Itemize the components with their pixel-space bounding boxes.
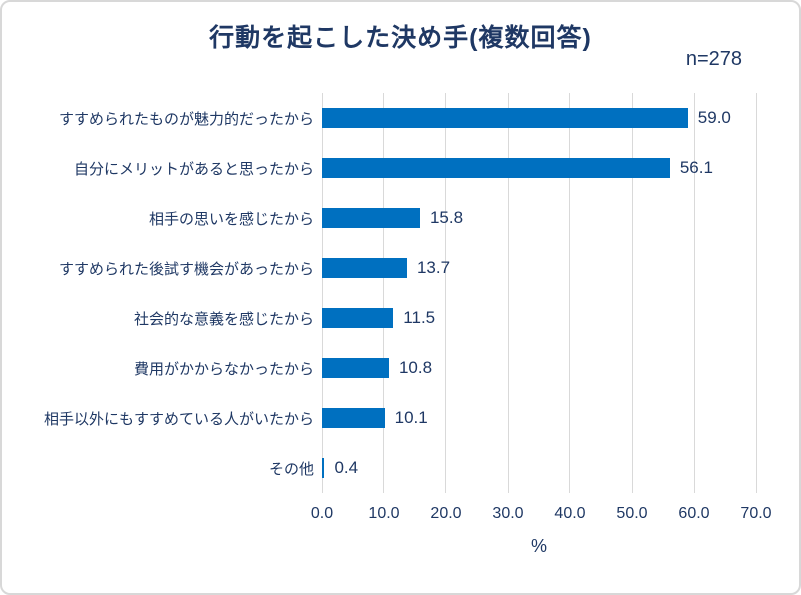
bar-rows: すすめられたものが魅力的だったから 59.0 自分にメリットがあると思ったから 56.… (2, 93, 799, 493)
x-tick-label: 40.0 (554, 505, 586, 522)
gridline (755, 93, 757, 493)
bar-track: 10.1 (322, 393, 756, 443)
category-label: その他 (268, 460, 314, 478)
x-tick-label: 10.0 (368, 505, 400, 522)
bar (322, 108, 688, 128)
bar-track: 15.8 (322, 193, 756, 243)
category-label: 相手の思いを感じたから (148, 210, 314, 228)
x-axis-unit-label: % (530, 536, 547, 556)
x-tick-label: 0.0 (310, 505, 334, 522)
value-label: 0.4 (334, 458, 359, 477)
x-tick-label: 20.0 (430, 505, 462, 522)
bar-row: 自分にメリットがあると思ったから 56.1 (2, 143, 799, 193)
bar-track: 56.1 (322, 143, 756, 193)
category-label: 社会的な意義を感じたから (133, 310, 314, 328)
bar (322, 208, 420, 228)
gridline (445, 93, 447, 493)
bar (322, 308, 394, 328)
gridline (693, 93, 695, 493)
x-axis-ticks: 0.0 10.0 20.0 30.0 40.0 50.0 60.0 70.0 (311, 505, 772, 527)
bar (322, 258, 407, 278)
category-label: すすめられた後試す機会があったから (58, 260, 314, 278)
x-tick-label: 60.0 (678, 505, 710, 522)
category-label: 自分にメリットがあると思ったから (73, 160, 314, 178)
gridline (569, 93, 571, 493)
sample-size-label: n=278 (685, 48, 742, 70)
bar-row: 費用がかからなかったから 10.8 (2, 343, 799, 393)
bar-row: 相手の思いを感じたから 15.8 (2, 193, 799, 243)
category-label: すすめられたものが魅力的だったから (58, 110, 314, 128)
bar-row: その他 0.4 (2, 443, 799, 493)
x-tick-label: 30.0 (492, 505, 524, 522)
value-label: 59.0 (697, 108, 731, 127)
bar-track: 11.5 (322, 293, 756, 343)
x-tick-label: 50.0 (616, 505, 648, 522)
bar-row: 社会的な意義を感じたから 11.5 (2, 293, 799, 343)
value-label: 13.7 (416, 258, 451, 277)
value-label: 56.1 (679, 158, 713, 177)
bar-track: 10.8 (322, 343, 756, 393)
category-label: 相手以外にもすすめている人がいたから (43, 410, 314, 428)
value-label: 10.1 (394, 408, 428, 427)
bar-row: すすめられたものが魅力的だったから 59.0 (2, 93, 799, 143)
gridline (321, 93, 323, 493)
x-tick-label: 70.0 (740, 505, 772, 522)
gridlines (321, 93, 757, 493)
value-label: 10.8 (398, 358, 433, 377)
bar-track: 59.0 (322, 93, 756, 143)
gridline (507, 93, 509, 493)
value-label: 11.5 (403, 308, 436, 327)
category-label: 費用がかからなかったから (133, 360, 314, 378)
bar (322, 458, 325, 478)
bar-track: 0.4 (322, 443, 756, 493)
gridline (383, 93, 385, 493)
value-label: 15.8 (429, 208, 464, 227)
bar-row: 相手以外にもすすめている人がいたから 10.1 (2, 393, 799, 443)
bar (322, 158, 670, 178)
chart-title: 行動を起こした決め手(複数回答) (209, 24, 592, 52)
bar-track: 13.7 (322, 243, 756, 293)
gridline (631, 93, 633, 493)
bar-row: すすめられた後試す機会があったから 13.7 (2, 243, 799, 293)
bar (322, 408, 385, 428)
bar (322, 358, 389, 378)
